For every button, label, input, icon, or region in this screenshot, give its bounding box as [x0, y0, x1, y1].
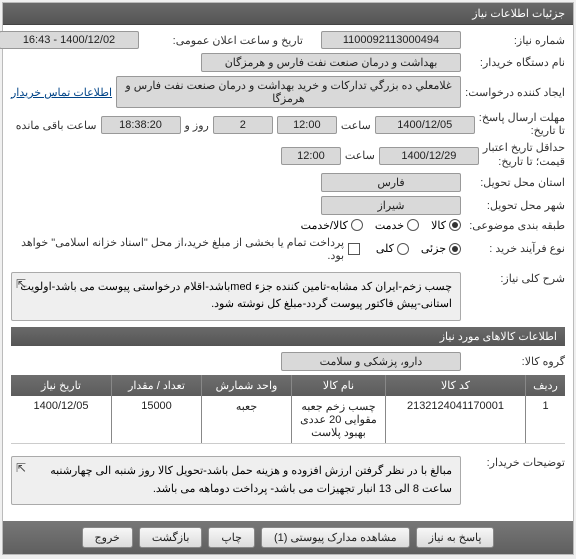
requester-value: غلامعلي ده بزرگي تدارکات و خريد بهداشت و…	[116, 76, 461, 108]
td-name: چسب زخم جعبه مقوایی 20 عددی بهبود پلاست	[291, 396, 385, 443]
need-number-value: 1100092113000494	[321, 31, 461, 49]
proc-full-label: کلی	[376, 242, 394, 255]
th-idx: ردیف	[525, 375, 565, 396]
process-label: نوع فرآیند خرید :	[465, 242, 565, 255]
buyer-notes-box: ⇱ مبالغ با در نظر گرفتن ارزش افزوده و هز…	[11, 456, 461, 505]
cat-goods-radio[interactable]	[449, 219, 461, 231]
payment-note: پرداخت تمام یا بخشی از مبلغ خرید،از محل …	[11, 236, 344, 262]
cat-service-radio[interactable]	[407, 219, 419, 231]
need-number-label: شماره نیاز:	[465, 34, 565, 47]
group-value: دارو، پزشکی و سلامت	[281, 352, 461, 371]
proc-partial-label: جزئی	[421, 242, 446, 255]
td-qty: 15000	[111, 396, 201, 443]
buyer-value: بهداشت و درمان صنعت نفت فارس و هرمزگان	[201, 53, 461, 72]
time-label-2: ساعت	[345, 149, 375, 162]
cat-both-item[interactable]: کالا/خدمت	[301, 219, 363, 232]
deadline-date: 1400/12/05	[375, 116, 475, 134]
process-radio-group: جزئی کلی	[376, 242, 461, 255]
buyer-notes-label: توضیحات خریدار:	[465, 450, 565, 469]
cat-goods-label: کالا	[431, 219, 446, 232]
hours-remain: 18:38:20	[101, 116, 181, 134]
group-label: گروه کالا:	[465, 355, 565, 368]
attachments-button[interactable]: مشاهده مدارک پیوستی (1)	[261, 527, 410, 548]
validity-label: حداقل تاریخ اعتبار	[483, 142, 565, 155]
th-code: کد کالا	[385, 375, 525, 396]
province-label: استان محل تحویل:	[465, 176, 565, 189]
city-label: شهر محل تحویل:	[465, 199, 565, 212]
expand-icon-2[interactable]: ⇱	[16, 459, 26, 478]
proc-partial-radio[interactable]	[449, 243, 461, 255]
expand-icon[interactable]: ⇱	[16, 275, 26, 294]
back-button[interactable]: بازگشت	[139, 527, 203, 548]
announce-label: تاریخ و ساعت اعلان عمومی:	[143, 34, 303, 47]
print-button[interactable]: چاپ	[208, 527, 255, 548]
cat-both-radio[interactable]	[351, 219, 363, 231]
table-row[interactable]: 1 2132124041170001 چسب زخم جعبه مقوایی 2…	[11, 396, 565, 444]
items-table: ردیف کد کالا نام کالا واحد شمارش تعداد /…	[11, 375, 565, 444]
proc-full-item[interactable]: کلی	[376, 242, 409, 255]
announce-value: 1400/12/02 - 16:43	[0, 31, 139, 49]
td-unit: جعبه	[201, 396, 291, 443]
requester-label: ایجاد کننده درخواست:	[465, 86, 565, 99]
exit-button[interactable]: خروج	[82, 527, 133, 548]
desc-box: ⇱ چسب زخم-ایران کد مشابه-تامین کننده جزء…	[11, 272, 461, 321]
buyer-notes-text: مبالغ با در نظر گرفتن ارزش افزوده و هزین…	[50, 465, 452, 495]
td-code: 2132124041170001	[385, 396, 525, 443]
cat-service-label: خدمت	[375, 219, 404, 232]
td-date: 1400/12/05	[11, 396, 111, 443]
deadline-time: 12:00	[277, 116, 337, 134]
items-header: اطلاعات کالاهای مورد نیاز	[11, 327, 565, 346]
price-to-label: قیمت؛ تا تاریخ:	[483, 156, 565, 169]
main-header: جزئیات اطلاعات نیاز	[3, 3, 573, 25]
to-label: تا تاریخ:	[479, 125, 565, 138]
days-remain: 2	[213, 116, 273, 134]
days-label: روز و	[185, 119, 209, 132]
cat-service-item[interactable]: خدمت	[375, 219, 419, 232]
th-qty: تعداد / مقدار	[111, 375, 201, 396]
th-date: تاریخ نیاز	[11, 375, 111, 396]
payment-checkbox[interactable]	[348, 243, 360, 255]
desc-text: چسب زخم-ایران کد مشابه-تامین کننده جزء m…	[20, 281, 452, 311]
validity-time: 12:00	[281, 147, 341, 165]
time-label-1: ساعت	[341, 119, 371, 132]
cat-both-label: کالا/خدمت	[301, 219, 348, 232]
city-value: شیراز	[321, 196, 461, 215]
deadline-label: مهلت ارسال پاسخ:	[479, 112, 565, 125]
category-label: طبقه بندی موضوعی:	[465, 219, 565, 232]
proc-full-radio[interactable]	[397, 243, 409, 255]
remain-label: ساعت باقی مانده	[16, 119, 97, 132]
province-value: فارس	[321, 173, 461, 192]
buyer-label: نام دستگاه خریدار:	[465, 56, 565, 69]
contact-link[interactable]: اطلاعات تماس خریدار	[11, 86, 112, 99]
reply-button[interactable]: پاسخ به نیاز	[416, 527, 495, 548]
cat-goods-item[interactable]: کالا	[431, 219, 461, 232]
category-radio-group: کالا خدمت کالا/خدمت	[301, 219, 461, 232]
desc-label: شرح کلی نیاز:	[465, 266, 565, 285]
footer-bar: پاسخ به نیاز مشاهده مدارک پیوستی (1) چاپ…	[3, 521, 573, 554]
validity-date: 1400/12/29	[379, 147, 479, 165]
proc-partial-item[interactable]: جزئی	[421, 242, 461, 255]
th-name: نام کالا	[291, 375, 385, 396]
td-idx: 1	[525, 396, 565, 443]
th-unit: واحد شمارش	[201, 375, 291, 396]
